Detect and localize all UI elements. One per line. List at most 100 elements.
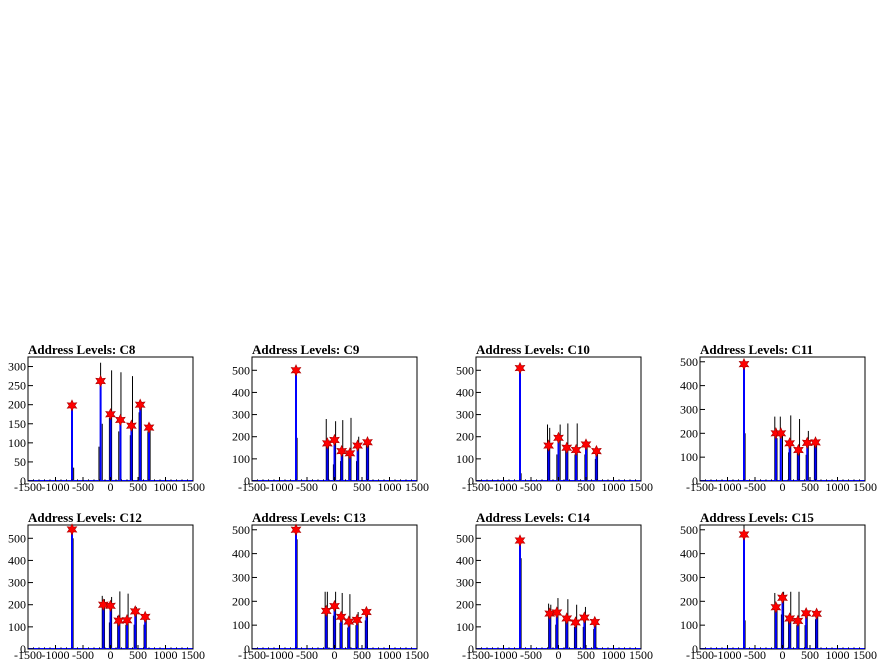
x-tick-label: 1500 [629, 648, 653, 662]
y-tick-label: 300 [232, 570, 250, 584]
chart-title: Address Levels: C10 [476, 342, 590, 357]
x-tick-label: 1500 [181, 648, 205, 662]
y-tick-label: 100 [232, 618, 250, 632]
chart-panel: Address Levels: C11 -1500 -1000 -500 0 500 100… [680, 342, 877, 494]
chart-title: Address Levels: C11 [700, 342, 813, 357]
peak-marker [143, 421, 155, 434]
x-tick-label: -1000 [714, 648, 742, 662]
x-tick-label: -1500 [238, 480, 266, 494]
x-tick-label: -500 [520, 480, 542, 494]
x-tick-label: 500 [577, 480, 595, 494]
x-tick-label: -1000 [42, 480, 70, 494]
peak-marker [126, 419, 137, 432]
peak-marker [329, 433, 340, 447]
x-tick-label: 500 [801, 648, 819, 662]
peak-marker [811, 607, 822, 620]
y-tick-label: 500 [232, 363, 250, 377]
x-tick-label: -1500 [686, 648, 714, 662]
x-tick-label: 1500 [853, 648, 877, 662]
peak-marker [329, 599, 340, 613]
y-tick-label: 300 [456, 576, 474, 590]
x-tick-label: -1000 [42, 648, 70, 662]
y-tick-label: 50 [14, 455, 26, 469]
x-tick-label: 1000 [154, 480, 178, 494]
y-tick-label: 200 [232, 594, 250, 608]
peak-marker [290, 364, 302, 377]
x-tick-label: 1500 [629, 480, 653, 494]
x-tick-label: 1000 [826, 648, 850, 662]
peak-marker [784, 437, 796, 450]
y-tick-label: 200 [680, 594, 698, 608]
chart-title: Address Levels: C14 [476, 510, 590, 525]
y-tick-label: 200 [232, 430, 250, 444]
x-tick-label: 0 [556, 480, 562, 494]
y-tick-label: 400 [680, 379, 698, 393]
y-tick-label: 400 [456, 385, 474, 399]
y-tick-label: 0 [692, 474, 698, 488]
y-tick-label: 200 [456, 598, 474, 612]
y-tick-label: 300 [456, 408, 474, 422]
peak-marker [561, 612, 573, 625]
peak-marker [578, 611, 590, 624]
peak-marker [777, 591, 788, 604]
peak-marker [129, 605, 141, 618]
peak-marker [580, 438, 592, 451]
peak-marker [775, 427, 787, 440]
peak-marker [351, 613, 363, 627]
peak-marker [105, 408, 116, 421]
y-tick-label: 100 [8, 436, 26, 450]
peak-marker [97, 598, 109, 611]
x-tick-label: 500 [353, 480, 371, 494]
x-tick-label: -500 [72, 648, 94, 662]
x-tick-label: 1500 [181, 480, 205, 494]
peak-marker [113, 614, 125, 627]
peak-marker [344, 447, 356, 460]
x-tick-label: -1500 [238, 648, 266, 662]
x-tick-label: -1500 [462, 648, 490, 662]
peak-marker [570, 443, 582, 457]
x-tick-label: 1000 [154, 648, 178, 662]
x-tick-label: -500 [296, 648, 318, 662]
chart-title: Address Levels: C8 [28, 342, 136, 357]
peak-marker [801, 436, 813, 450]
data-layer [700, 525, 865, 649]
data-layer [476, 538, 641, 649]
y-tick-label: 200 [456, 430, 474, 444]
data-layer [700, 361, 865, 481]
y-tick-label: 500 [680, 355, 698, 369]
peak-marker [343, 615, 355, 628]
chart-panel: Address Levels: C10 -1500 -1000 -500 0 500 100… [456, 342, 653, 494]
y-tick-label: 500 [232, 523, 250, 537]
y-tick-label: 0 [468, 474, 474, 488]
x-tick-label: -1500 [686, 480, 714, 494]
chart-title: Address Levels: C9 [252, 342, 360, 357]
y-tick-label: 100 [680, 618, 698, 632]
y-tick-label: 100 [456, 620, 474, 634]
y-tick-label: 300 [8, 360, 26, 374]
peak-marker [361, 605, 372, 619]
y-tick-label: 200 [680, 426, 698, 440]
peak-marker [134, 398, 146, 411]
chart-title: Address Levels: C13 [252, 510, 366, 525]
peak-marker [810, 436, 821, 449]
peak-marker [738, 357, 750, 371]
peak-marker [362, 436, 373, 449]
y-tick-label: 400 [680, 547, 698, 561]
y-tick-label: 200 [8, 598, 26, 612]
peak-marker [553, 431, 564, 445]
x-tick-label: 1500 [405, 480, 429, 494]
chart-title: Address Levels: C15 [700, 510, 814, 525]
y-tick-label: 500 [456, 531, 474, 545]
chart-panel: Address Levels: C12 -1500 -1000 -500 0 500 100… [8, 510, 205, 662]
y-tick-label: 400 [232, 547, 250, 561]
x-tick-label: -500 [744, 648, 766, 662]
y-tick-label: 500 [8, 531, 26, 545]
y-tick-label: 500 [456, 363, 474, 377]
peak-marker [514, 361, 526, 375]
peak-marker [543, 439, 554, 452]
peak-marker [561, 441, 573, 455]
peak-marker [121, 613, 133, 627]
x-tick-label: 0 [108, 648, 114, 662]
chart-panel: Address Levels: C8-1500 -1000 -500 0 500 1000… [8, 342, 205, 494]
